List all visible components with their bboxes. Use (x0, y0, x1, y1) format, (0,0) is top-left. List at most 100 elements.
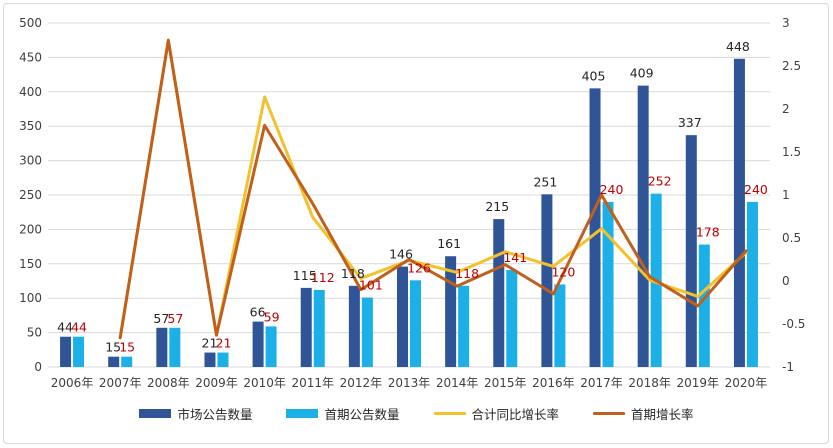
x-axis-tick-label: 2008年 (147, 376, 190, 390)
legend-label-total-growth: 合计同比增长率 (471, 406, 560, 422)
legend-item-market: 市场公告数量 (139, 404, 252, 423)
bar-market (637, 85, 649, 367)
left-axis-tick-label: 350 (19, 119, 42, 133)
bar-first (554, 284, 566, 367)
bar-market (252, 321, 264, 367)
bar-market (156, 327, 168, 367)
right-axis-tick-label: 3 (782, 16, 790, 30)
x-axis-tick-label: 2006年 (51, 376, 94, 390)
bar-market (493, 219, 505, 367)
legend-item-first: 首期公告数量 (286, 404, 400, 423)
x-axis-tick-label: 2012年 (340, 376, 383, 390)
bar-first (73, 336, 85, 367)
data-label-market: 215 (485, 199, 509, 214)
data-label-first: 101 (359, 278, 383, 293)
bars (60, 58, 758, 368)
data-label-first: 240 (744, 182, 768, 197)
data-label-first: 141 (503, 250, 527, 265)
bar-first (746, 201, 758, 367)
left-axis-tick-label: 150 (19, 257, 42, 271)
bar-market (541, 194, 553, 367)
x-axis-tick-label: 2020年 (725, 376, 768, 390)
legend-item-total-growth: 合计同比增长率 (433, 404, 560, 423)
data-label-market: 405 (582, 68, 606, 83)
right-axis-tick-label: 0 (782, 274, 790, 288)
bar-first (265, 326, 277, 367)
bar-market (108, 356, 120, 367)
bar-market (300, 287, 312, 367)
left-axis-tick-label: 100 (19, 291, 42, 305)
left-axis-tick-label: 300 (19, 154, 42, 168)
right-axis-tick-label: 1 (782, 188, 790, 202)
x-axis-tick-label: 2011年 (291, 376, 334, 390)
gridlines (48, 22, 770, 368)
bar-market (685, 135, 697, 367)
data-label-market: 251 (533, 174, 557, 189)
bar-first (217, 352, 229, 367)
right-axis-tick-label: -1 (782, 360, 794, 374)
bar-market (204, 352, 216, 367)
data-label-first: 21 (216, 336, 232, 351)
legend-swatch-first-growth (593, 411, 626, 415)
x-axis-tick-label: 2019年 (677, 376, 720, 390)
bar-first (698, 244, 710, 367)
data-label-first: 59 (264, 309, 280, 324)
right-axis-tick-label: 0.5 (782, 231, 801, 245)
data-label-market: 15 (105, 340, 121, 355)
data-label-market: 146 (389, 247, 413, 262)
data-label-market: 115 (293, 268, 317, 283)
legend: 市场公告数量 首期公告数量 合计同比增长率 首期增长率 (0, 400, 833, 426)
x-axis-tick-label: 2014年 (436, 376, 479, 390)
left-axis-tick-label: 50 (27, 326, 42, 340)
bar-market (60, 336, 72, 367)
data-label-first: 126 (407, 260, 431, 275)
data-label-market: 21 (202, 336, 218, 351)
left-axis-tick-label: 450 (19, 50, 42, 64)
data-label-first: 44 (71, 320, 87, 335)
data-label-market: 161 (437, 236, 461, 251)
axes: 0 50 100 150 200 250 300 350 400 450 500 -1 -0.5 0 0.5… (19, 16, 805, 390)
data-label-market: 44 (57, 320, 73, 335)
bar-first (602, 201, 614, 367)
data-label-market: 337 (678, 115, 702, 130)
bar-first (169, 327, 181, 367)
legend-item-first-growth: 首期增长率 (593, 404, 694, 423)
bar-first (410, 280, 421, 367)
data-label-first: 57 (167, 311, 183, 326)
bar-first (458, 285, 470, 367)
left-axis-tick-label: 500 (19, 16, 42, 30)
left-axis-tick-label: 0 (34, 360, 42, 374)
right-axis-tick-label: -0.5 (782, 317, 805, 331)
left-axis-tick-label: 400 (19, 85, 42, 99)
left-axis-tick-label: 200 (19, 222, 42, 236)
legend-label-first: 首期公告数量 (324, 406, 400, 422)
x-axis-tick-label: 2017年 (580, 376, 623, 390)
legend-swatch-market (139, 408, 172, 418)
data-label-market: 118 (341, 266, 365, 281)
data-label-market: 448 (726, 39, 750, 54)
x-axis-tick-label: 2016年 (532, 376, 575, 390)
x-axis-tick-label: 2007年 (99, 376, 142, 390)
right-axis-tick-label: 2 (782, 102, 790, 116)
x-axis-tick-label: 2015年 (484, 376, 527, 390)
data-label-first: 120 (551, 264, 575, 279)
bar-market (348, 285, 360, 367)
line-first-growth (118, 38, 748, 340)
data-label-market: 409 (630, 66, 654, 81)
bar-first (361, 297, 373, 367)
data-label-first: 178 (696, 225, 720, 240)
chart-frame (3, 3, 829, 444)
left-axis-tick-label: 250 (19, 188, 42, 202)
data-label-first: 112 (311, 270, 335, 285)
right-axis-tick-label: 2.5 (782, 59, 801, 73)
x-axis-tick-label: 2013年 (388, 376, 431, 390)
data-label-market: 66 (250, 305, 266, 320)
bar-market (445, 256, 457, 367)
bar-market (589, 88, 601, 368)
bar-market (733, 58, 745, 367)
bar-first (506, 269, 518, 367)
legend-swatch-first (286, 408, 319, 418)
legend-swatch-total-growth (433, 411, 466, 415)
